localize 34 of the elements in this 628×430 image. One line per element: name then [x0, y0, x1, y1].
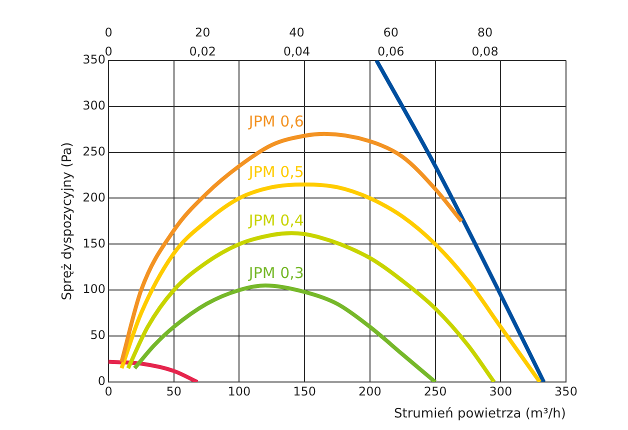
y-tick-label: 200	[82, 190, 106, 204]
x-axis-title: Strumień powietrza (m³/h)	[394, 406, 566, 422]
y-tick-label: 250	[82, 144, 106, 158]
y-axis-title: Spręż dyspozycyjny (Pa)	[60, 142, 76, 300]
y-tick-label: 50	[90, 328, 106, 342]
text: 0,08	[472, 44, 498, 59]
line-series	[132, 284, 438, 382]
y-tick-label: 0	[98, 374, 106, 388]
x-tick-label: 350	[554, 384, 578, 398]
series-label: JPM 0,5	[248, 162, 304, 181]
series-label: JPM 0,3	[248, 264, 304, 282]
x-tick-label: 100	[228, 384, 251, 398]
y-tick-label: 150	[82, 236, 106, 250]
x-tick-label: 300	[489, 384, 512, 398]
series-label: JPM 0,6	[248, 112, 304, 130]
x-tick-label: 200	[358, 384, 382, 398]
line-series	[120, 132, 464, 364]
y-tick-label: 300	[82, 98, 106, 112]
x2-tick-label: 80	[477, 25, 493, 40]
y-tick-label: 100	[82, 282, 106, 296]
series-label: JPM 0,4	[248, 212, 304, 230]
text: 0,06	[377, 44, 404, 59]
line-series	[374, 60, 546, 382]
x-tick-label: 50	[166, 384, 182, 398]
line-series	[126, 231, 496, 382]
text: 0,04	[283, 44, 310, 59]
x-tick-label: 250	[424, 384, 447, 398]
x2-tick-label: 20	[194, 25, 210, 40]
text: 0,02	[189, 44, 216, 59]
line-series	[120, 182, 542, 382]
y-tick-label: 350	[82, 52, 106, 67]
x-tick-label: 150	[293, 384, 316, 398]
x2-tick-label: 40	[289, 25, 304, 40]
x2-tick-label: 60	[383, 25, 398, 40]
